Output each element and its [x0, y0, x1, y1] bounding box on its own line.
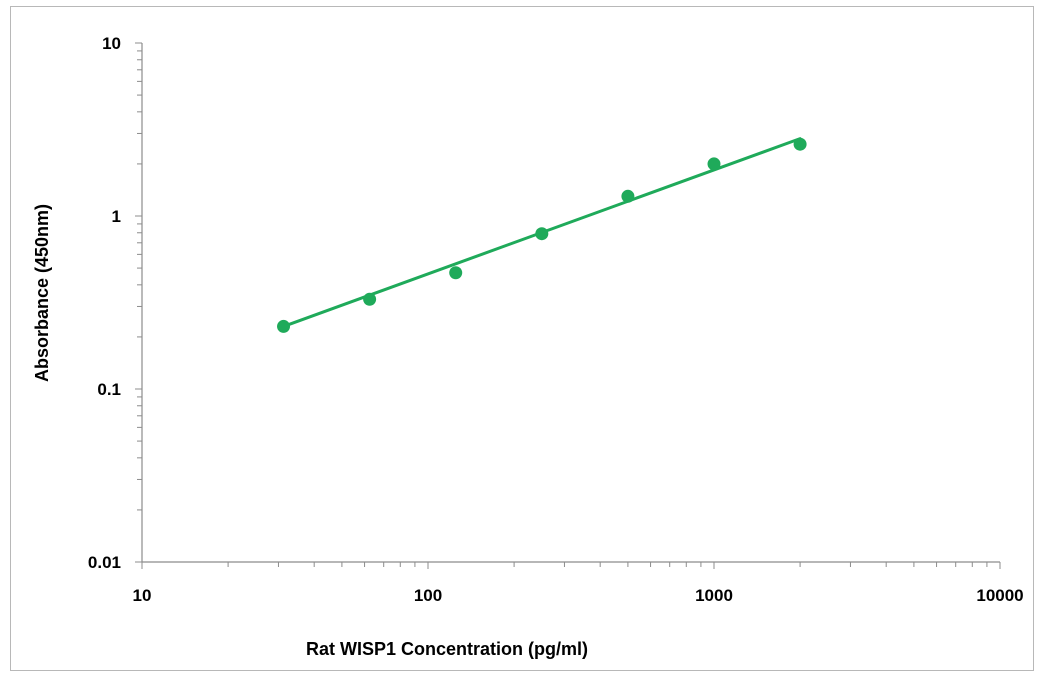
data-point	[277, 319, 291, 333]
data-point	[793, 137, 807, 151]
chart-frame	[10, 6, 1034, 671]
y-tick-label: 0.1	[97, 380, 121, 399]
y-tick-label: 1	[112, 207, 121, 226]
y-tick-label: 10	[102, 34, 121, 53]
tick-marks	[135, 42, 1001, 569]
data-point	[363, 292, 377, 306]
x-axis-title: Rat WISP1 Concentration (pg/ml)	[306, 639, 588, 659]
x-tick-label: 10	[133, 586, 152, 605]
y-axis-title: Absorbance (450nm)	[32, 204, 52, 382]
data-point	[621, 189, 635, 203]
x-tick-label: 10000	[976, 586, 1023, 605]
x-tick-label: 100	[414, 586, 442, 605]
data-point	[535, 227, 549, 241]
series	[277, 137, 807, 333]
tick-labels: 10 100 1000 10000 0.01 0.1 1 10	[88, 34, 1024, 605]
axes	[141, 43, 1000, 563]
data-point	[707, 157, 721, 171]
y-tick-label: 0.01	[88, 553, 121, 572]
data-point	[449, 266, 463, 280]
x-tick-label: 1000	[695, 586, 733, 605]
